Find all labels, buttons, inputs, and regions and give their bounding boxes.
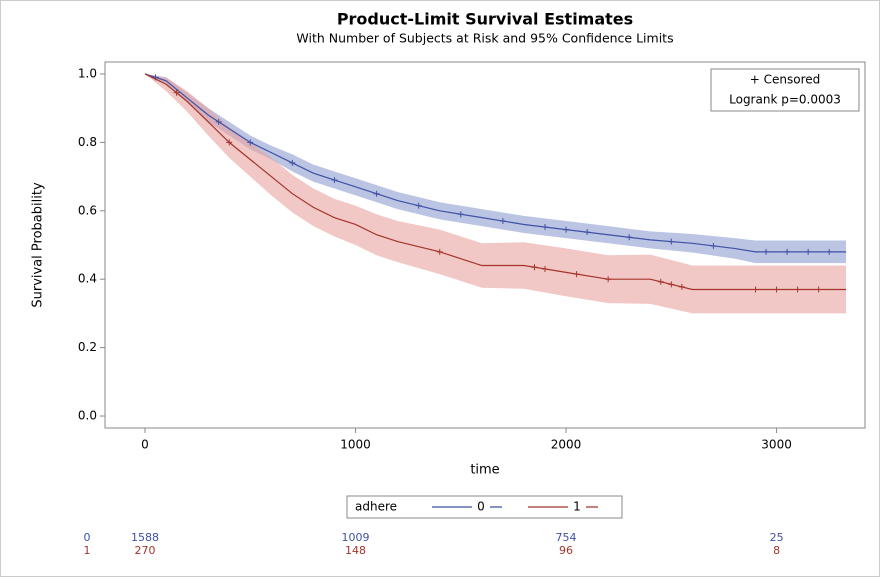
censor-mark (542, 224, 548, 231)
censor-mark (626, 234, 633, 241)
censor-mark (436, 248, 443, 255)
x-tick-label: 3000 (761, 438, 792, 452)
chart-subtitle: With Number of Subjects at Risk and 95% … (296, 31, 673, 46)
inset-text: Logrank p=0.0003 (729, 93, 841, 107)
censor-mark (826, 248, 833, 255)
y-axis-label: Survival Probability (31, 182, 46, 308)
censor-mark (331, 177, 338, 184)
y-tick-label: 1.0 (78, 66, 97, 80)
censor-mark (805, 248, 812, 255)
censor-mark (794, 286, 801, 293)
y-tick-label: 0.0 (78, 409, 97, 423)
censor-mark (815, 286, 822, 293)
censor-mark (678, 283, 685, 290)
legend-gap (568, 499, 586, 515)
survival-line (144, 73, 847, 291)
plot-area (104, 61, 866, 429)
x-tick-label: 1000 (340, 438, 371, 452)
risk-count: 1588 (131, 531, 159, 544)
censor-mark (657, 278, 664, 285)
censor-mark (784, 248, 791, 255)
censor-mark (710, 242, 717, 249)
censor-mark (373, 190, 380, 197)
censor-mark (226, 139, 233, 146)
censor-mark (289, 159, 296, 166)
risk-count: 754 (556, 531, 577, 544)
censor-mark (605, 276, 612, 283)
x-tick-label: 0 (141, 438, 149, 452)
censor-mark (668, 281, 675, 288)
legend-label: 1 (573, 500, 581, 514)
y-tick-label: 0.2 (78, 340, 97, 354)
censor-mark (763, 248, 770, 255)
risk-count: 8 (773, 544, 780, 557)
censor-mark (563, 226, 570, 233)
legend-gap (472, 499, 490, 515)
risk-count: 96 (559, 544, 573, 557)
censor-mark (457, 211, 464, 218)
legend-label: 0 (477, 500, 485, 514)
censor-mark (173, 89, 180, 96)
x-tick-label: 2000 (551, 438, 582, 452)
risk-count: 25 (770, 531, 784, 544)
censor-mark (415, 202, 422, 209)
censor-mark (531, 264, 538, 271)
risk-group-label: 1 (84, 544, 91, 557)
y-tick-label: 0.4 (78, 272, 97, 286)
inset-box (710, 68, 860, 112)
y-tick-label: 0.8 (78, 135, 97, 149)
censor-mark (752, 286, 759, 293)
censor-mark (773, 286, 780, 293)
censor-mark (573, 271, 580, 278)
risk-count: 148 (345, 544, 366, 557)
confidence-band (145, 73, 847, 264)
inset-text: + Censored (750, 73, 821, 87)
censor-mark (668, 238, 675, 245)
legend-title: adhere (355, 500, 397, 514)
chart-title: Product-Limit Survival Estimates (337, 10, 633, 29)
censor-mark (247, 139, 254, 146)
risk-count: 270 (135, 544, 156, 557)
censor-mark (499, 218, 506, 225)
risk-group-label: 0 (84, 531, 91, 544)
censor-mark (584, 229, 591, 236)
censor-mark (542, 265, 548, 272)
risk-count: 1009 (342, 531, 370, 544)
y-tick-label: 0.6 (78, 203, 97, 217)
x-axis-label: time (470, 463, 499, 478)
censor-mark (215, 118, 222, 125)
